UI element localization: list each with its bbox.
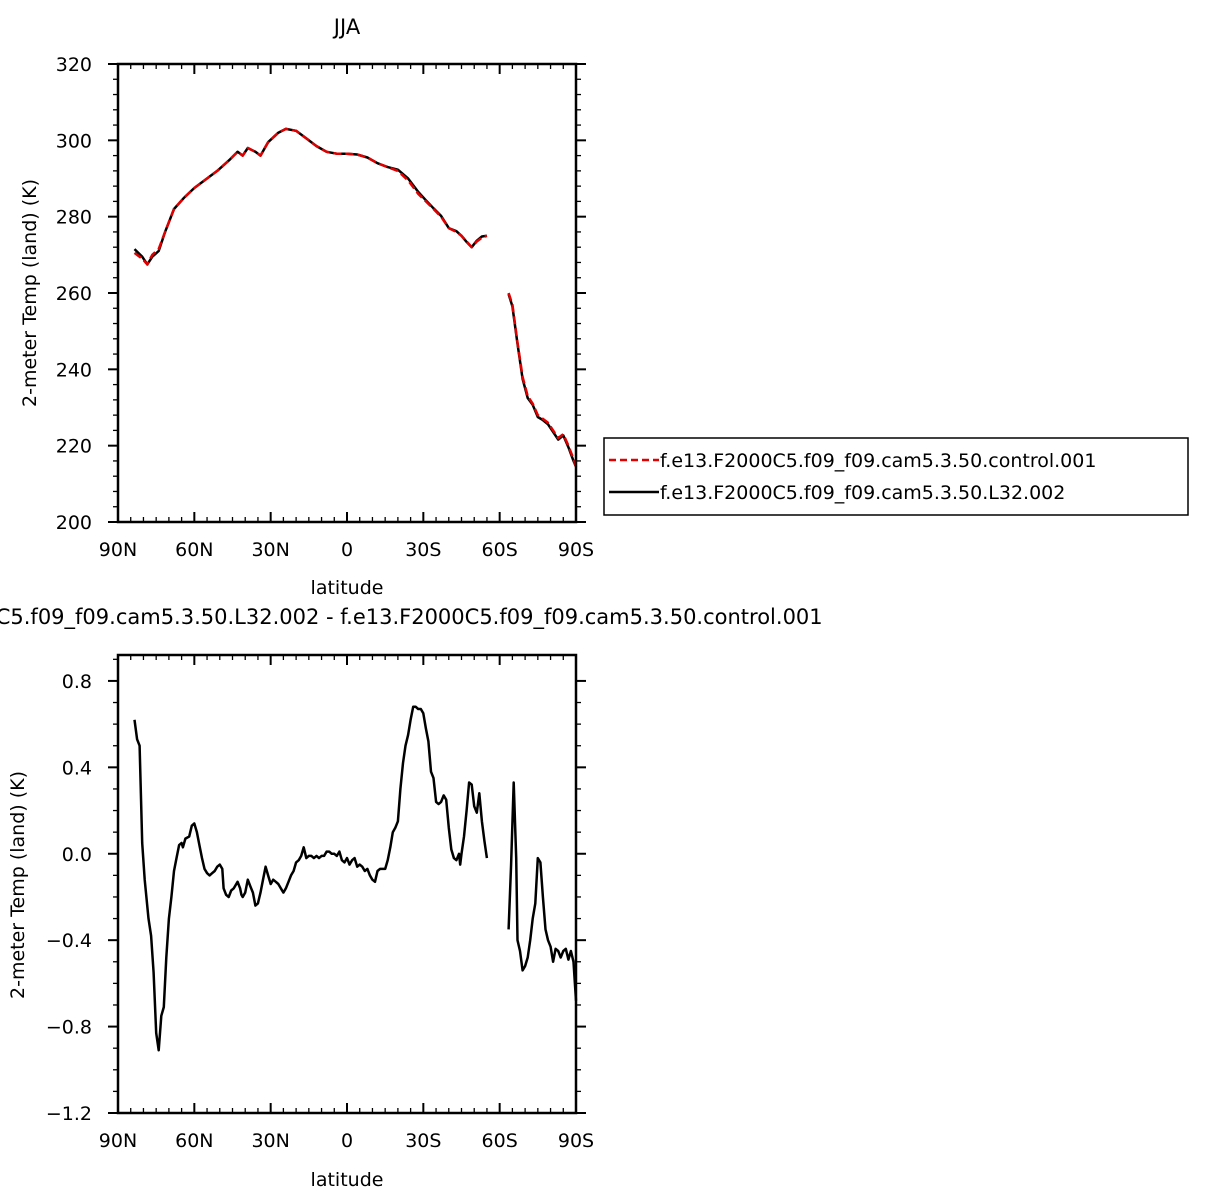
lower-y-tick-label: −1.2 <box>46 1103 92 1125</box>
upper-panel: JJA 90N 60N 30N 0 30S 60S 90S 200 220 240 260 280 30… <box>19 15 1189 599</box>
lower-ticks-group: 90N 60N 30N 0 30S 60S 90S −1.2 −0.8 −0.4 0.0 0.4 0.8 <box>46 655 594 1152</box>
lower-series-0-segment-1 <box>507 781 578 1001</box>
lower-y-tick-label: 0.4 <box>62 757 92 779</box>
legend: f.e13.F2000C5.f09_f09.cam5.3.50.control.… <box>603 437 1189 516</box>
lower-x-tick-label: 60S <box>482 1130 518 1152</box>
lower-x-tick-label: 30N <box>251 1130 289 1152</box>
lower-y-tick-label: 0.8 <box>62 671 92 693</box>
upper-x-tick-label: 0 <box>341 539 353 561</box>
upper-y-tick-label: 240 <box>56 359 92 381</box>
lower-plot-frame <box>116 653 578 1115</box>
legend-label-control: f.e13.F2000C5.f09_f09.cam5.3.50.control.… <box>660 450 1096 472</box>
lower-y-axis-label: 2-meter Temp (land) (K) <box>7 771 29 999</box>
lower-y-tick-label: 0.0 <box>62 844 92 866</box>
upper-plot-frame <box>116 62 578 524</box>
lower-panel: f.e13.F2000C5.f09_f09.cam5.3.50.L32.002 … <box>0 605 823 1191</box>
lower-x-tick-label: 0 <box>341 1130 353 1152</box>
upper-series-group <box>133 127 578 468</box>
lower-x-axis-label: latitude <box>311 1169 384 1191</box>
lower-x-tick-label: 60N <box>175 1130 213 1152</box>
lower-y-tick-label: −0.4 <box>46 930 92 952</box>
upper-y-tick-label: 320 <box>56 54 92 76</box>
upper-x-axis-label: latitude <box>311 577 384 599</box>
upper-y-tick-label: 200 <box>56 512 92 534</box>
upper-y-tick-label: 280 <box>56 207 92 229</box>
lower-x-tick-label: 30S <box>405 1130 441 1152</box>
upper-series-0-segment-1 <box>507 292 578 468</box>
lower-series-group <box>133 705 578 1052</box>
lower-y-tick-label: −0.8 <box>46 1017 92 1039</box>
upper-series-1-segment-0 <box>133 127 488 266</box>
lower-chart-title: f.e13.F2000C5.f09_f09.cam5.3.50.L32.002 … <box>0 605 823 630</box>
upper-y-tick-label: 220 <box>56 436 92 458</box>
upper-x-tick-label: 90S <box>558 539 594 561</box>
upper-y-tick-label: 300 <box>56 130 92 152</box>
upper-x-tick-label: 90N <box>99 539 137 561</box>
lower-x-tick-label: 90S <box>558 1130 594 1152</box>
upper-x-tick-label: 60N <box>175 539 213 561</box>
upper-x-tick-label: 30N <box>251 539 289 561</box>
lower-series-0-segment-0 <box>133 705 489 1052</box>
upper-y-axis-label: 2-meter Temp (land) (K) <box>19 179 41 407</box>
upper-x-tick-label: 30S <box>405 539 441 561</box>
legend-box <box>603 437 1189 516</box>
legend-label-l32: f.e13.F2000C5.f09_f09.cam5.3.50.L32.002 <box>660 482 1065 504</box>
upper-y-tick-label: 260 <box>56 283 92 305</box>
upper-series-0-segment-0 <box>133 127 488 266</box>
lower-x-tick-label: 90N <box>99 1130 137 1152</box>
upper-chart-title: JJA <box>332 15 361 39</box>
upper-x-tick-label: 60S <box>482 539 518 561</box>
